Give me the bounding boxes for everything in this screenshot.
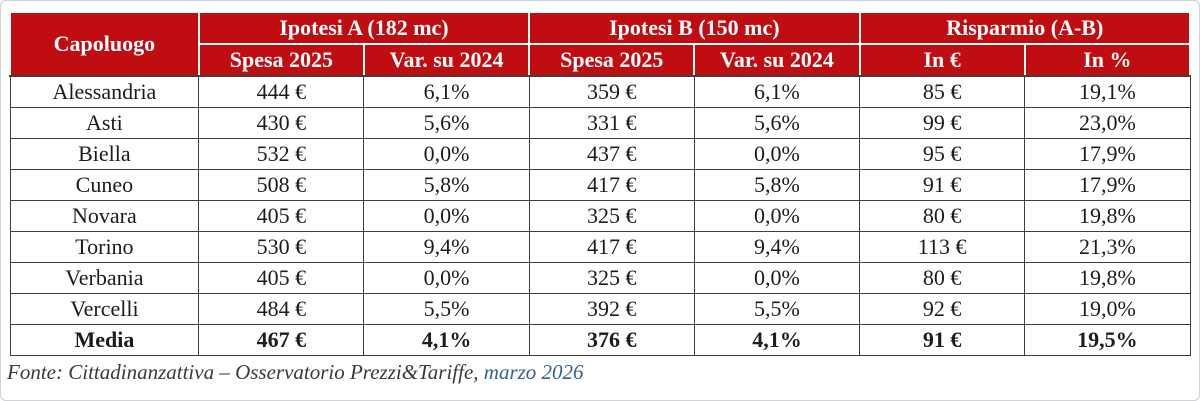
value-cell: 95 €	[859, 138, 1026, 170]
city-cell: Alessandria	[9, 75, 200, 108]
value-cell: 325 €	[528, 200, 695, 232]
header-var-2024-b: Var. su 2024	[693, 43, 861, 77]
city-cell: Asti	[9, 107, 200, 139]
value-cell: 508 €	[198, 169, 365, 201]
header-group-ipotesi-a: Ipotesi A (182 mc)	[197, 11, 531, 45]
value-cell: 19,5%	[1024, 324, 1191, 356]
value-cell: 19,8%	[1024, 200, 1191, 232]
value-cell: 405 €	[198, 200, 365, 232]
city-cell: Novara	[9, 200, 200, 232]
header-var-2024-a: Var. su 2024	[362, 43, 531, 77]
header-spesa-2025-a: Spesa 2025	[197, 43, 365, 77]
table-row: Novara 405 €0,0% 325 €0,0% 80 €19,8%	[9, 200, 1191, 232]
value-cell: 4,1%	[693, 324, 861, 356]
value-cell: 430 €	[198, 107, 365, 139]
value-cell: 23,0%	[1024, 107, 1191, 139]
value-cell: 17,9%	[1024, 138, 1191, 170]
value-cell: 91 €	[859, 169, 1026, 201]
value-cell: 392 €	[528, 293, 695, 325]
value-cell: 0,0%	[363, 262, 530, 294]
value-cell: 80 €	[859, 200, 1026, 232]
value-cell: 92 €	[859, 293, 1026, 325]
table-row: Vercelli 484 €5,5% 392 €5,5% 92 €19,0%	[9, 293, 1191, 325]
value-cell: 4,1%	[363, 324, 530, 356]
city-cell: Biella	[9, 138, 200, 170]
value-cell: 0,0%	[693, 200, 861, 232]
value-cell: 6,1%	[363, 75, 530, 108]
header-in-percent: In %	[1023, 43, 1192, 77]
value-cell: 0,0%	[693, 138, 861, 170]
value-cell: 405 €	[198, 262, 365, 294]
city-cell: Torino	[9, 231, 200, 263]
value-cell: 9,4%	[693, 231, 861, 263]
value-cell: 417 €	[528, 169, 695, 201]
header-spesa-2025-b: Spesa 2025	[528, 43, 696, 77]
value-cell: 444 €	[198, 75, 365, 108]
value-cell: 0,0%	[693, 262, 861, 294]
value-cell: 530 €	[198, 231, 365, 263]
header-in-euro: In €	[858, 43, 1026, 77]
value-cell: 532 €	[198, 138, 365, 170]
table-row: Alessandria 444 €6,1% 359 €6,1% 85 €19,1%	[9, 75, 1191, 108]
value-cell: 91 €	[859, 324, 1026, 356]
table-row: Torino 530 €9,4% 417 €9,4% 113 €21,3%	[9, 231, 1191, 263]
value-cell: 80 €	[859, 262, 1026, 294]
value-cell: 17,9%	[1024, 169, 1191, 201]
city-cell: Verbania	[9, 262, 200, 294]
value-cell: 417 €	[528, 231, 695, 263]
value-cell: 376 €	[528, 324, 695, 356]
value-cell: 9,4%	[363, 231, 530, 263]
source-text: Fonte: Cittadinanzattiva – Osservatorio …	[7, 360, 479, 384]
value-cell: 19,1%	[1024, 75, 1191, 108]
value-cell: 331 €	[528, 107, 695, 139]
value-cell: 99 €	[859, 107, 1026, 139]
table-row-media: Media 467 €4,1% 376 €4,1% 91 €19,5%	[9, 324, 1191, 356]
value-cell: 5,5%	[693, 293, 861, 325]
value-cell: 5,6%	[693, 107, 861, 139]
value-cell: 5,8%	[693, 169, 861, 201]
source-line: Fonte: Cittadinanzattiva – Osservatorio …	[7, 360, 1199, 385]
value-cell: 325 €	[528, 262, 695, 294]
value-cell: 85 €	[859, 75, 1026, 108]
city-cell: Cuneo	[9, 169, 200, 201]
value-cell: 21,3%	[1024, 231, 1191, 263]
table-row: Asti 430 €5,6% 331 €5,6% 99 €23,0%	[9, 107, 1191, 139]
value-cell: 0,0%	[363, 138, 530, 170]
table-row: Cuneo 508 €5,8% 417 €5,8% 91 €17,9%	[9, 169, 1191, 201]
table-header: Capoluogo Ipotesi A (182 mc) Ipotesi B (…	[9, 11, 1192, 77]
header-group-risparmio: Risparmio (A-B)	[858, 11, 1192, 45]
city-cell: Vercelli	[9, 293, 200, 325]
value-cell: 113 €	[859, 231, 1026, 263]
value-cell: 19,0%	[1024, 293, 1191, 325]
header-group-ipotesi-b: Ipotesi B (150 mc)	[528, 11, 861, 45]
value-cell: 6,1%	[693, 75, 861, 108]
table-row: Verbania 405 €0,0% 325 €0,0% 80 €19,8%	[9, 262, 1191, 294]
value-cell: 484 €	[198, 293, 365, 325]
value-cell: 19,8%	[1024, 262, 1191, 294]
value-cell: 359 €	[528, 75, 695, 108]
water-cost-table: Capoluogo Ipotesi A (182 mc) Ipotesi B (…	[9, 11, 1192, 356]
value-cell: 437 €	[528, 138, 695, 170]
table-row: Biella 532 €0,0% 437 €0,0% 95 €17,9%	[9, 138, 1191, 170]
header-capoluogo: Capoluogo	[9, 11, 200, 77]
source-date-link[interactable]: marzo 2026	[478, 360, 584, 384]
city-cell: Media	[9, 324, 200, 356]
value-cell: 467 €	[198, 324, 365, 356]
value-cell: 5,8%	[363, 169, 530, 201]
value-cell: 0,0%	[363, 200, 530, 232]
value-cell: 5,5%	[363, 293, 530, 325]
value-cell: 5,6%	[363, 107, 530, 139]
table-body: Alessandria 444 €6,1% 359 €6,1% 85 €19,1% As…	[9, 75, 1191, 356]
